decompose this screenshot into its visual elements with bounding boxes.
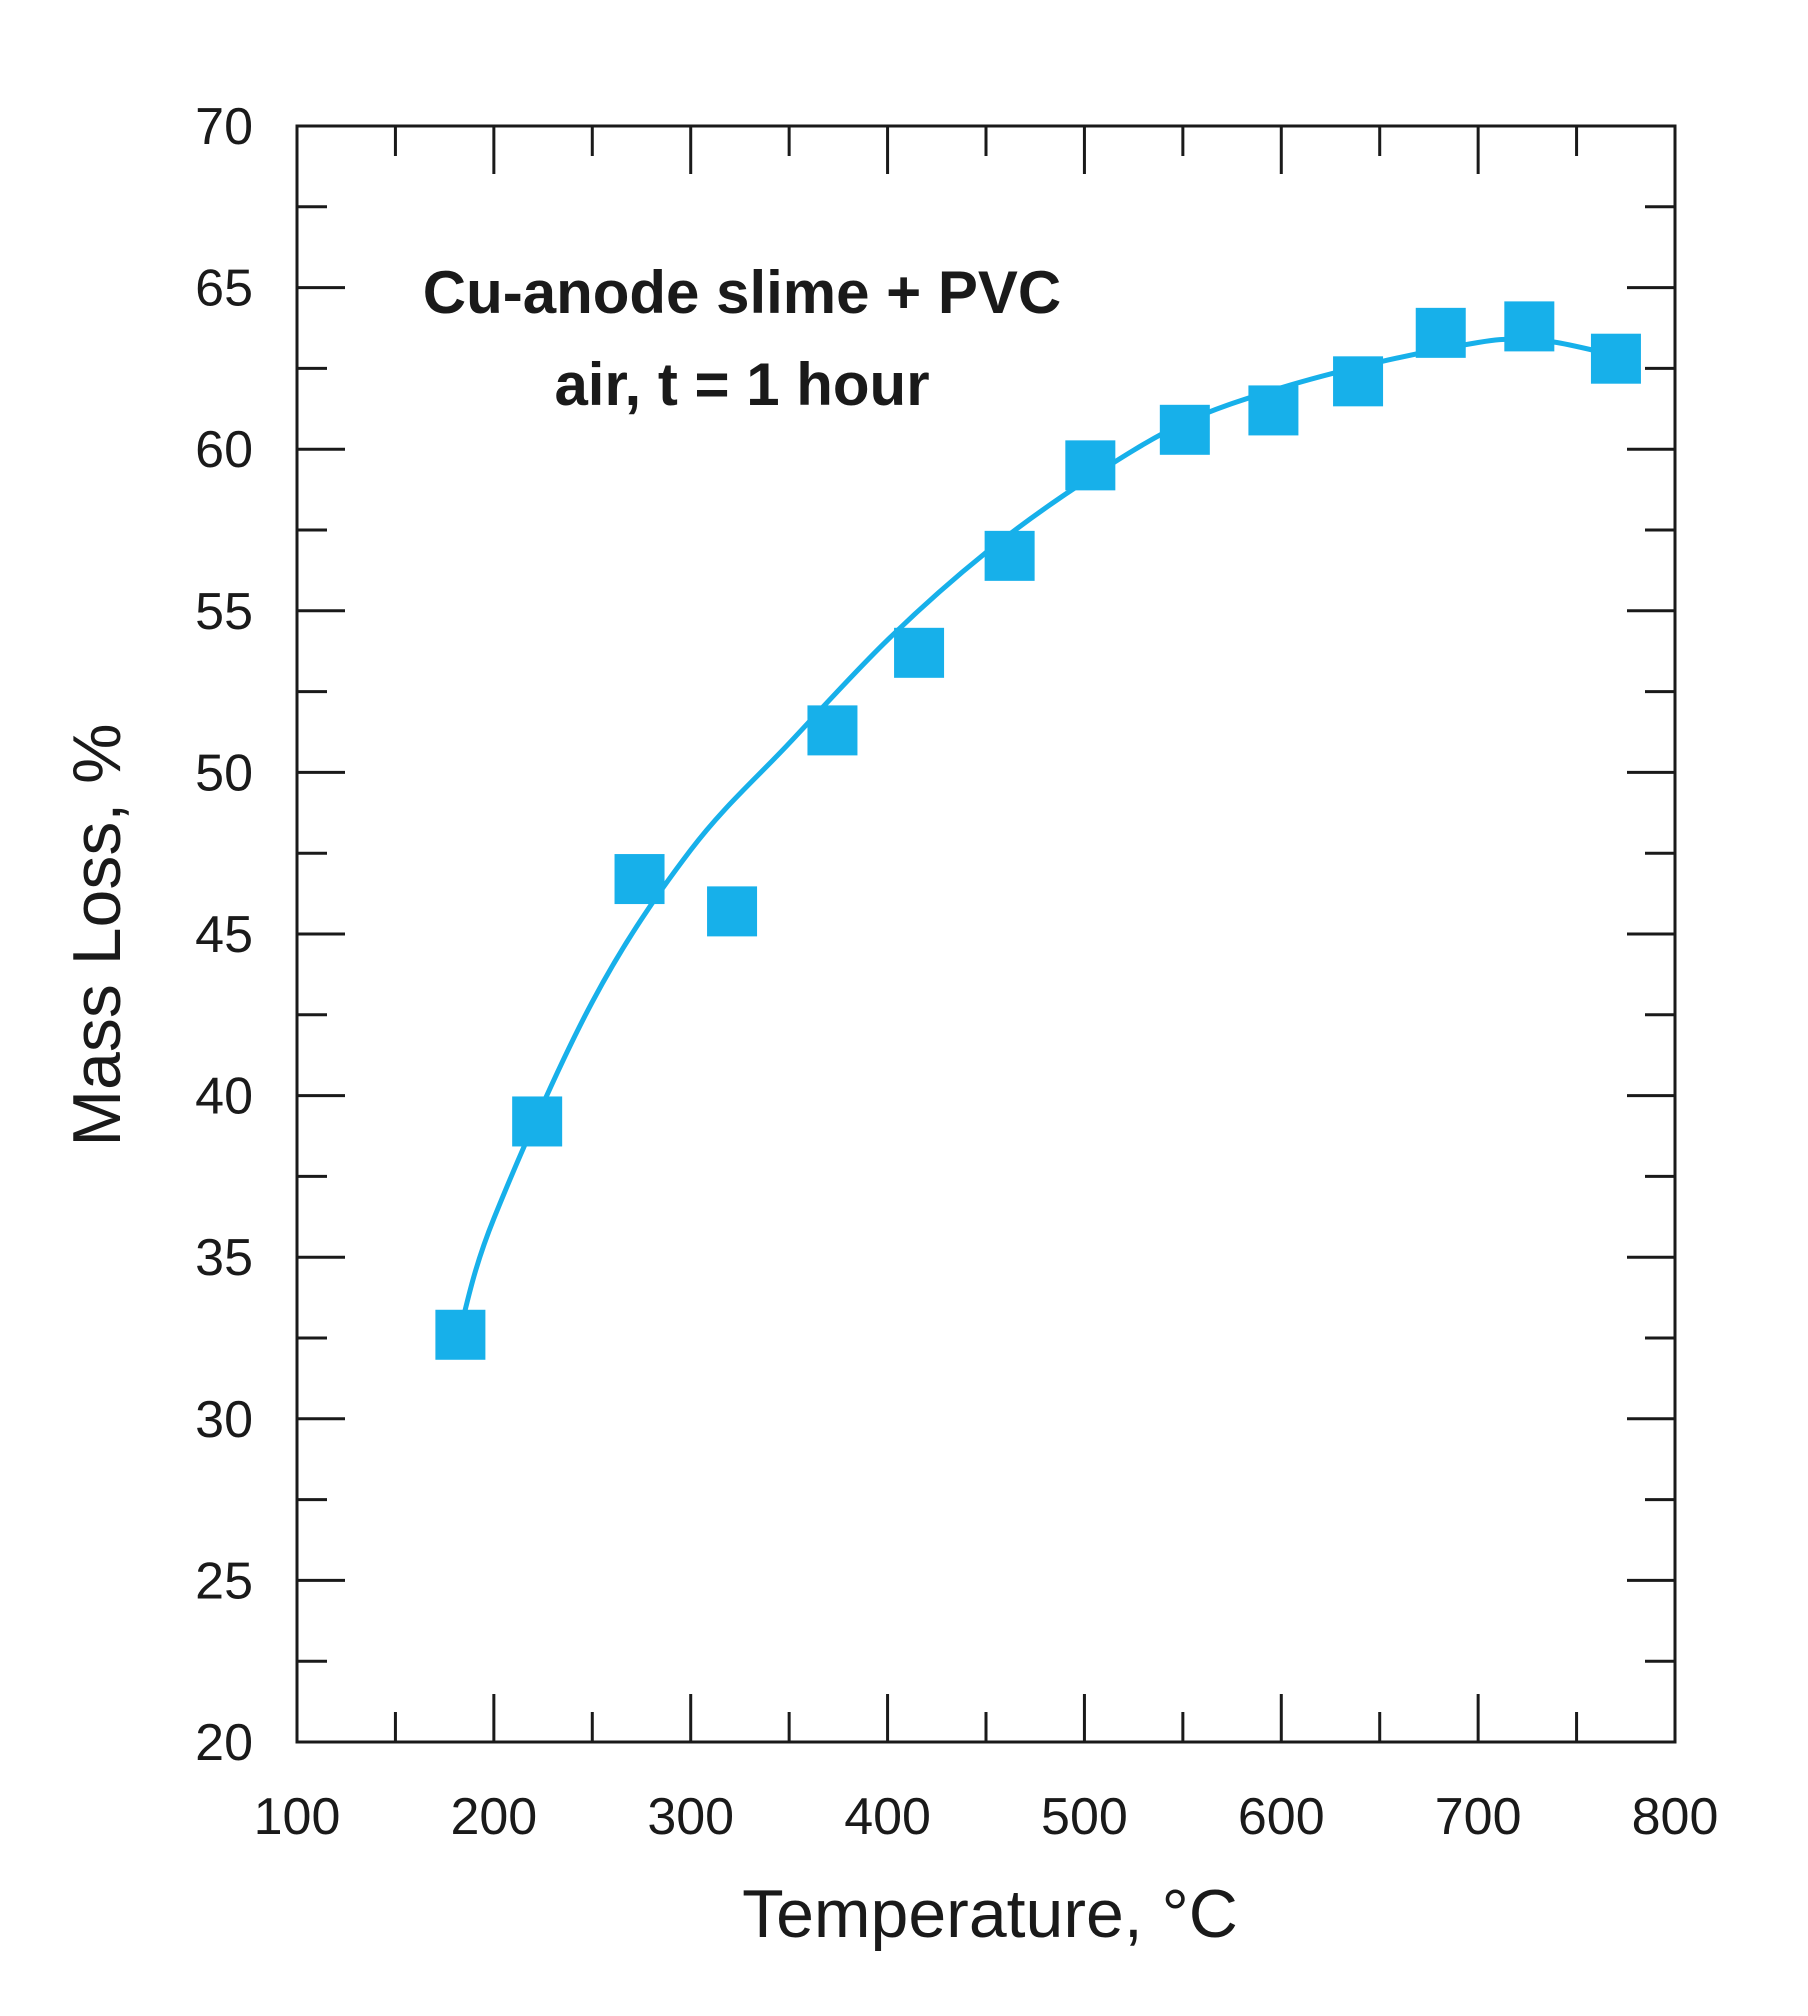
annotation-line-2: air, t = 1 hour xyxy=(554,351,929,418)
x-tick-label: 800 xyxy=(1632,1788,1719,1846)
data-point xyxy=(707,886,758,937)
y-tick-label: 25 xyxy=(195,1552,253,1610)
data-point xyxy=(1415,307,1466,358)
plot-area-frame xyxy=(295,124,1677,1744)
y-tick-label: 40 xyxy=(195,1068,253,1126)
data-point xyxy=(894,627,945,678)
data-point xyxy=(807,705,858,756)
y-tick-label: 60 xyxy=(195,421,253,479)
y-tick-label: 45 xyxy=(195,906,253,964)
y-tick-label: 65 xyxy=(195,260,253,318)
y-tick-label: 35 xyxy=(195,1229,253,1287)
x-axis-title: Temperature, °C xyxy=(742,1876,1238,1952)
x-tick-label: 100 xyxy=(254,1788,341,1846)
data-point xyxy=(614,854,665,905)
x-tick-label: 400 xyxy=(844,1788,931,1846)
data-point xyxy=(1065,440,1116,491)
data-point xyxy=(1590,333,1641,384)
data-point xyxy=(1159,404,1210,455)
y-tick-label: 55 xyxy=(195,583,253,641)
x-tick-label: 200 xyxy=(450,1788,537,1846)
data-points-layer xyxy=(435,301,1641,1360)
data-point xyxy=(512,1096,563,1147)
data-point xyxy=(1504,301,1555,352)
y-axis-title: Mass Loss, % xyxy=(59,723,135,1146)
x-tick-label: 300 xyxy=(647,1788,734,1846)
data-point xyxy=(984,530,1035,581)
y-tick-label: 30 xyxy=(195,1391,253,1449)
y-tick-label: 50 xyxy=(195,744,253,802)
labels-layer: 100 200 300 400 500 600 700 800 20 25 30 35 40 45 50 55… xyxy=(195,98,1718,1846)
x-tick-label: 500 xyxy=(1041,1788,1128,1846)
y-tick-label: 20 xyxy=(195,1714,253,1772)
data-point xyxy=(1333,356,1384,407)
data-point xyxy=(1248,385,1299,436)
x-tick-label: 600 xyxy=(1238,1788,1325,1846)
data-point xyxy=(435,1309,486,1360)
annotation-line-1: Cu-anode slime + PVC xyxy=(423,259,1062,326)
x-tick-label: 700 xyxy=(1435,1788,1522,1846)
y-tick-label: 70 xyxy=(195,98,253,156)
